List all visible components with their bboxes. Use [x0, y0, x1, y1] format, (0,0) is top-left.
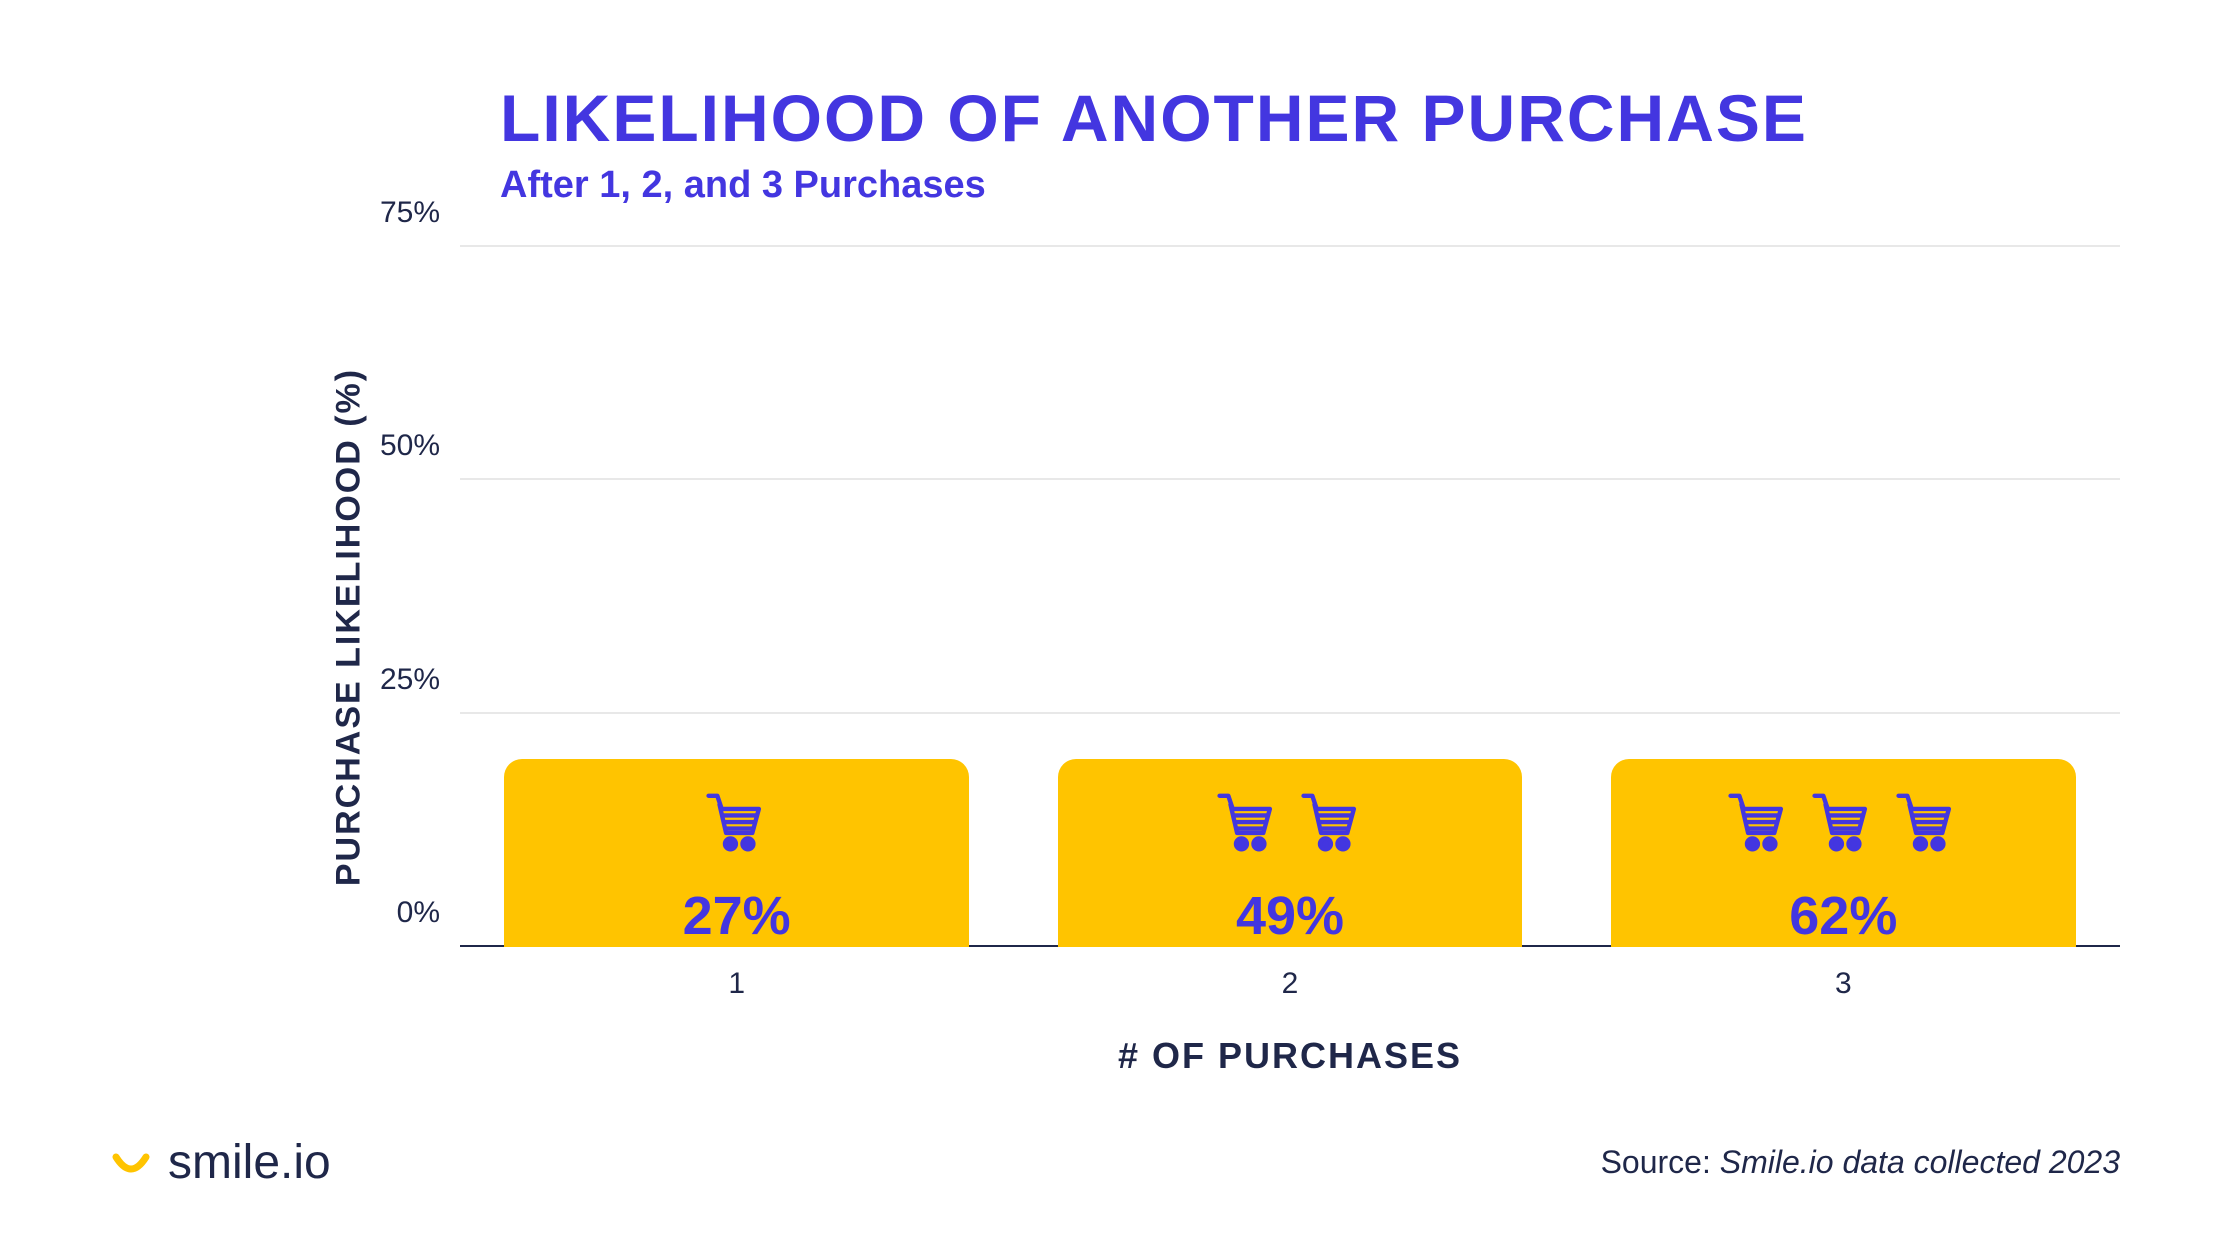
chart-area: PURCHASE LIKELIHOOD (%) 27%1: [160, 247, 2120, 1007]
bars-group: 27%1 49%2: [460, 247, 2120, 947]
bar: 49%: [1058, 759, 1523, 947]
bar-group: 27%1: [504, 759, 969, 947]
y-tick: 75%: [380, 196, 440, 230]
y-tick: 50%: [380, 429, 440, 463]
gridline: [460, 478, 2120, 480]
cart-icons-row: [1724, 787, 1962, 857]
source-citation: Source: Smile.io data collected 2023: [1601, 1144, 2120, 1181]
cart-icon: [1213, 787, 1283, 857]
cart-icon: [702, 787, 772, 857]
y-axis-label: PURCHASE LIKELIHOOD (%): [330, 368, 369, 886]
gridline: [460, 712, 2120, 714]
cart-icon: [1724, 787, 1794, 857]
chart-title: LIKELIHOOD OF ANOTHER PURCHASE: [500, 80, 2120, 156]
y-tick: 0%: [397, 896, 440, 930]
x-tick: 1: [728, 967, 745, 1001]
footer: smile.io Source: Smile.io data collected…: [110, 1135, 2120, 1190]
x-tick: 2: [1282, 967, 1299, 1001]
brand-logo: smile.io: [110, 1135, 331, 1190]
cart-icons-row: [1213, 787, 1367, 857]
chart-subtitle: After 1, 2, and 3 Purchases: [500, 164, 2120, 207]
source-text: Smile.io data collected 2023: [1720, 1144, 2120, 1180]
plot-area: 27%1 49%2: [460, 247, 2120, 947]
cart-icon: [1808, 787, 1878, 857]
bar-group: 49%2: [1058, 759, 1523, 947]
chart-container: LIKELIHOOD OF ANOTHER PURCHASE After 1, …: [160, 80, 2120, 1007]
bar-value-label: 27%: [683, 885, 791, 947]
logo-text: smile.io: [168, 1135, 331, 1190]
smile-icon: [110, 1142, 152, 1184]
bar: 62%: [1611, 759, 2076, 947]
x-tick: 3: [1835, 967, 1852, 1001]
cart-icons-row: [702, 787, 772, 857]
source-prefix: Source:: [1601, 1144, 1720, 1180]
x-axis-label: # OF PURCHASES: [460, 1035, 2120, 1077]
bar-group: 62%3: [1611, 759, 2076, 947]
y-tick: 25%: [380, 663, 440, 697]
cart-icon: [1297, 787, 1367, 857]
bar: 27%: [504, 759, 969, 947]
bar-value-label: 49%: [1236, 885, 1344, 947]
bar-value-label: 62%: [1789, 885, 1897, 947]
cart-icon: [1892, 787, 1962, 857]
gridline: [460, 245, 2120, 247]
